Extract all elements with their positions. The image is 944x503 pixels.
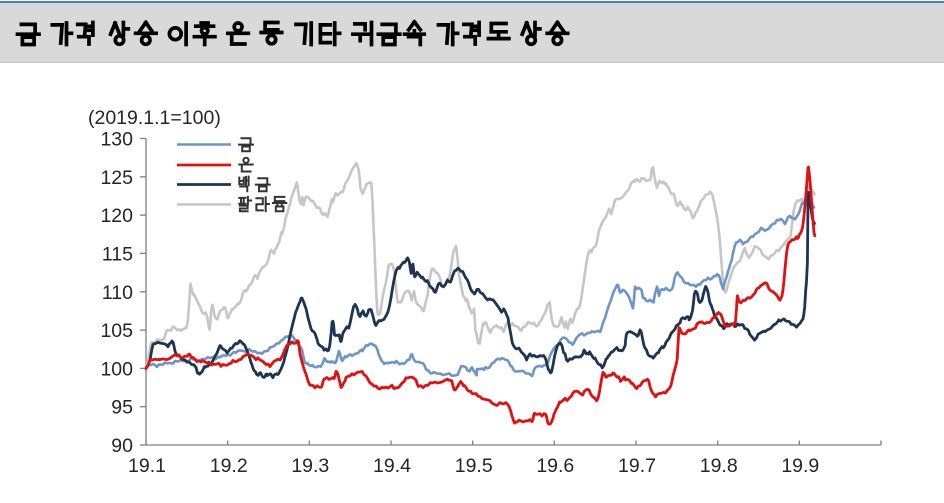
svg-text:19.1: 19.1: [128, 455, 166, 477]
svg-text:90: 90: [111, 435, 133, 457]
svg-text:105: 105: [100, 320, 133, 342]
svg-text:19.8: 19.8: [700, 455, 738, 477]
svg-text:19.4: 19.4: [373, 455, 411, 477]
svg-text:19.9: 19.9: [781, 455, 819, 477]
svg-text:120: 120: [100, 205, 133, 227]
svg-text:100: 100: [100, 358, 133, 380]
svg-text:130: 130: [100, 129, 133, 151]
svg-text:19.3: 19.3: [291, 455, 329, 477]
svg-text:110: 110: [102, 282, 133, 304]
svg-text:(2019.1.1=100): (2019.1.1=100): [88, 107, 221, 129]
svg-text:125: 125: [100, 167, 133, 189]
svg-text:95: 95: [111, 397, 133, 419]
svg-text:19.2: 19.2: [210, 455, 248, 477]
svg-text:19.7: 19.7: [618, 455, 656, 477]
svg-text:19.5: 19.5: [455, 455, 493, 477]
svg-text:19.6: 19.6: [536, 455, 574, 477]
svg-text:115: 115: [102, 243, 133, 265]
